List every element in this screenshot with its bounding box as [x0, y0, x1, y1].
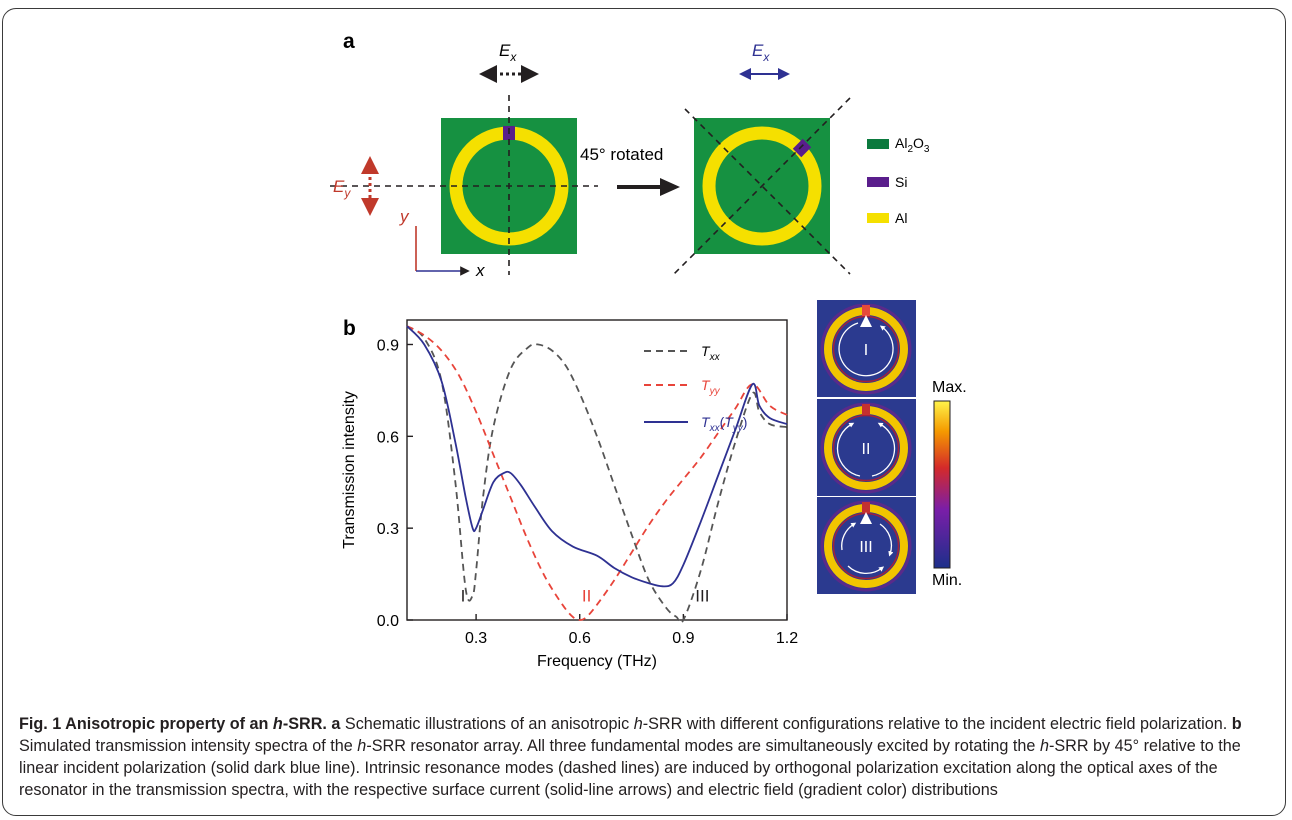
colorbar-max-label: Max.: [932, 379, 967, 396]
y-tick-label: 0.0: [377, 613, 399, 630]
rotation-label: 45° rotated: [580, 145, 663, 164]
chart-legend: Txx Tyy Txx(Tyy): [644, 343, 747, 434]
field-gap: [862, 404, 870, 415]
field-map-1: I: [817, 300, 916, 397]
current-arrow-right: [871, 422, 896, 477]
field-map-3: III: [817, 497, 916, 594]
legend-label-si: Si: [895, 174, 907, 190]
series-line-2: [406, 325, 788, 588]
colorbar-min-label: Min.: [932, 572, 962, 589]
x-tick-label: 0.3: [465, 630, 487, 647]
x-tick-label: 0.6: [569, 630, 591, 647]
caption-lead: Fig. 1 Anisotropic property of an h-SRR.: [19, 715, 327, 733]
legend-swatch-si: [867, 177, 889, 187]
axis-y-label: y: [399, 207, 410, 226]
material-legend: Al2O3 Si Al: [867, 135, 930, 226]
mode-annotation: III: [695, 587, 709, 606]
legend-swatch-al2o3: [867, 139, 889, 149]
legend-label-txx-tyy: Txx(Tyy): [701, 414, 747, 434]
mode-annotation: I: [461, 587, 466, 606]
field-map-mode-label: III: [859, 539, 872, 556]
caption-b-label: b: [1231, 715, 1242, 733]
colorbar: Max. Min.: [932, 379, 967, 589]
figure-graphics: a Ex Ey y x: [330, 30, 967, 670]
field-gap: [862, 502, 870, 513]
field-ring-inner-edge: [832, 414, 900, 482]
ex-label-right: Ex: [752, 41, 770, 64]
field-map-mode-label: I: [864, 342, 868, 359]
rotation-arrow: [617, 178, 680, 196]
plot-frame: [406, 319, 788, 621]
x-axis-label: Frequency (THz): [537, 653, 657, 670]
legend-label-al2o3: Al2O3: [895, 135, 930, 155]
legend-label-al: Al: [895, 210, 907, 226]
series-line-1: [406, 325, 788, 621]
legend-label-txx: Txx: [701, 343, 721, 363]
current-arrowhead: [860, 315, 872, 327]
panel-a-label: a: [343, 30, 355, 53]
colorbar-gradient: [933, 400, 951, 569]
y-axis-label: Transmission intensity: [341, 391, 358, 549]
series-line-0: [406, 325, 788, 624]
xy-axes: [415, 226, 470, 276]
current-arrow-upper-left: [841, 522, 857, 551]
transmission-chart: 0.3 0.6 0.9 1.2 0.00.30.60.9 I II III Frequen…: [341, 319, 798, 670]
current-arrowhead: [860, 512, 872, 524]
field-gap: [862, 305, 870, 316]
y-tick-label: 0.6: [377, 429, 399, 446]
si-gap-right: [792, 138, 812, 158]
figure-frame: [2, 8, 1286, 816]
y-tick-label: 0.3: [377, 521, 399, 538]
ey-label: Ey: [333, 177, 351, 200]
axis-x-label: x: [475, 261, 485, 280]
mode-annotation: II: [582, 587, 591, 606]
legend-swatch-al: [867, 213, 889, 223]
field-map-mode-label: II: [862, 441, 871, 458]
caption-a-label: a: [331, 715, 341, 733]
diag-dashed-2: [673, 97, 851, 275]
panel-b-label: b: [343, 317, 356, 340]
legend-label-tyy: Tyy: [701, 377, 721, 397]
figure-caption: Fig. 1 Anisotropic property of an h-SRR.…: [19, 715, 1242, 799]
ex-label-left: Ex: [499, 41, 517, 64]
srr-ring-right: [702, 126, 822, 246]
x-tick-label: 0.9: [672, 630, 694, 647]
y-tick-label: 0.9: [377, 337, 399, 354]
current-arrow-left: [836, 422, 861, 477]
current-arrow-right: [879, 523, 894, 557]
x-tick-label: 1.2: [776, 630, 798, 647]
field-map-2: II: [817, 399, 916, 496]
diag-dashed-1: [684, 108, 851, 275]
current-arrow-bottom: [847, 565, 885, 575]
current-arrow: [838, 322, 894, 377]
